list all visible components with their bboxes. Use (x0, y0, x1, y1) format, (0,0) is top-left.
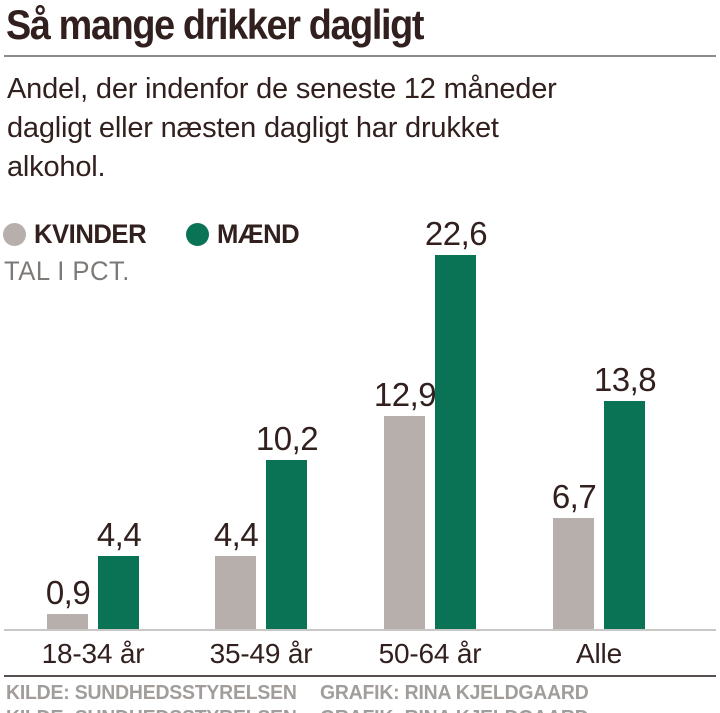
bar-kvinder-35-49-år (215, 556, 256, 629)
credit-label: GRAFIK: RINA KJELDGAARD (319, 682, 589, 704)
value-label-mænd-50-64-år: 22,6 (424, 215, 488, 252)
legend-item-maend: MÆND (186, 219, 304, 250)
value-label-kvinder-35-49-år: 4,4 (213, 516, 259, 553)
source-label-clipped: KILDE: SUNDHEDSSTYRELSEN (6, 707, 297, 713)
bar-mænd-18-34-år (98, 556, 139, 629)
bar-mænd-50-64-år (435, 255, 476, 629)
credit-label-clipped: GRAFIK: RINA KJELDGAARD (320, 707, 589, 713)
value-label-kvinder-18-34-år: 0,9 (45, 574, 91, 611)
bar-mænd-35-49-år (266, 460, 307, 629)
chart-subtitle: Andel, der indenfor de seneste 12 månede… (7, 70, 557, 187)
x-axis-baseline (4, 629, 716, 631)
bar-kvinder-alle (553, 518, 594, 629)
legend-label-kvinder: KVINDER (34, 219, 147, 249)
value-label-kvinder-50-64-år: 12,9 (373, 376, 437, 413)
source-label: KILDE: SUNDHEDSSTYRELSEN (6, 682, 297, 704)
legend-label-maend: MÆND (217, 219, 300, 249)
footer-credits: KILDE: SUNDHEDSSTYRELSEN GRAFIK: RINA KJ… (6, 682, 589, 705)
footer-divider (4, 675, 716, 677)
chart-legend: KVINDER MÆND (3, 219, 304, 250)
legend-dot-kvinder-icon (3, 223, 26, 246)
page-title: Så mange drikker dagligt (6, 1, 424, 48)
bar-kvinder-18-34-år (47, 614, 88, 629)
value-label-mænd-35-49-år: 10,2 (255, 420, 319, 457)
bar-mænd-alle (604, 401, 645, 629)
category-label-alle: Alle (576, 638, 622, 669)
category-label-18-34-år: 18-34 år (41, 638, 145, 669)
value-label-mænd-18-34-år: 4,4 (96, 516, 142, 553)
title-divider (4, 55, 716, 57)
category-label-35-49-år: 35-49 år (209, 638, 313, 669)
subtitle-line: dagligt eller næsten dagligt har drukket (7, 112, 499, 144)
value-label-kvinder-alle: 6,7 (551, 478, 597, 515)
value-label-mænd-alle: 13,8 (593, 361, 657, 398)
subtitle-line: Andel, der indenfor de seneste 12 månede… (7, 73, 557, 105)
footer-credits-clipped: KILDE: SUNDHEDSSTYRELSEN GRAFIK: RINA KJ… (6, 707, 589, 713)
category-label-50-64-år: 50-64 år (378, 638, 482, 669)
bar-kvinder-50-64-år (384, 416, 425, 629)
unit-note: TAL I PCT. (4, 256, 130, 286)
subtitle-line: alkohol. (7, 151, 106, 183)
legend-item-kvinder: KVINDER (3, 219, 152, 250)
legend-dot-maend-icon (186, 223, 210, 246)
